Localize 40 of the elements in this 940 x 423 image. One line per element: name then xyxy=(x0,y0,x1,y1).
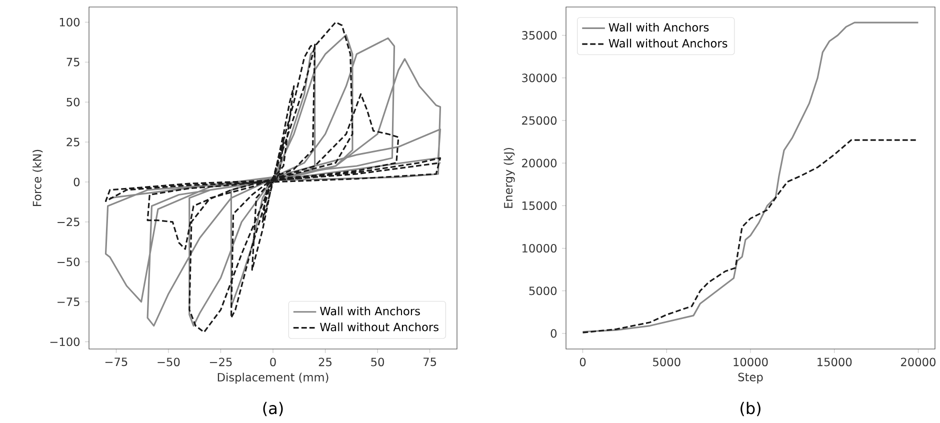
y-axis-title: Force (kN) xyxy=(32,150,43,206)
legend-label: Wall without Anchors xyxy=(320,322,438,332)
y-tick-label: 25000 xyxy=(522,116,557,125)
x-tick-label: 0 xyxy=(270,358,276,366)
x-tick-label: 25 xyxy=(318,358,332,366)
y-tick-label: 35000 xyxy=(522,31,557,40)
legend-label: Wall with Anchors xyxy=(320,306,420,316)
y-tick-label: −25 xyxy=(58,218,80,226)
x-tick-label: 15000 xyxy=(818,358,852,366)
legend-label: Wall with Anchors xyxy=(608,22,709,32)
x-axis-title: Displacement (mm) xyxy=(218,372,328,384)
x-tick-label: 50 xyxy=(371,358,384,366)
legend-label: Wall without Anchors xyxy=(608,38,728,48)
text: (b) xyxy=(740,402,760,416)
y-axis-title: Energy (kJ) xyxy=(504,148,515,208)
x-tick-label: 5000 xyxy=(653,358,680,366)
y-tick-label: 75 xyxy=(66,58,80,66)
y-tick-label: 0 xyxy=(550,329,557,338)
y-tick-label: 25 xyxy=(66,138,80,146)
y-tick-label: −75 xyxy=(58,298,80,306)
x-tick-label: 10000 xyxy=(734,358,768,366)
x-tick-label: −25 xyxy=(210,358,232,366)
x-tick-label: 20000 xyxy=(901,358,936,366)
x-tick-label: −50 xyxy=(158,358,180,366)
line-series xyxy=(582,22,920,333)
x-axis-title: Step xyxy=(738,372,763,384)
x-tick-label: 0 xyxy=(580,358,586,366)
text: (a) xyxy=(263,402,283,416)
y-tick-label: 0 xyxy=(74,178,80,186)
y-tick-label: 20000 xyxy=(522,158,557,168)
y-tick-label: 30000 xyxy=(522,74,557,82)
y-tick-label: 50 xyxy=(66,98,80,106)
y-tick-label: −100 xyxy=(50,338,80,346)
x-tick-label: 75 xyxy=(424,358,436,366)
y-tick-label: 100 xyxy=(60,18,80,26)
y-tick-label: 15000 xyxy=(522,201,557,210)
x-tick-label: −75 xyxy=(105,358,128,366)
y-tick-label: 5000 xyxy=(529,286,557,296)
y-tick-label: −50 xyxy=(58,258,80,266)
y-tick-label: 10000 xyxy=(522,244,557,253)
